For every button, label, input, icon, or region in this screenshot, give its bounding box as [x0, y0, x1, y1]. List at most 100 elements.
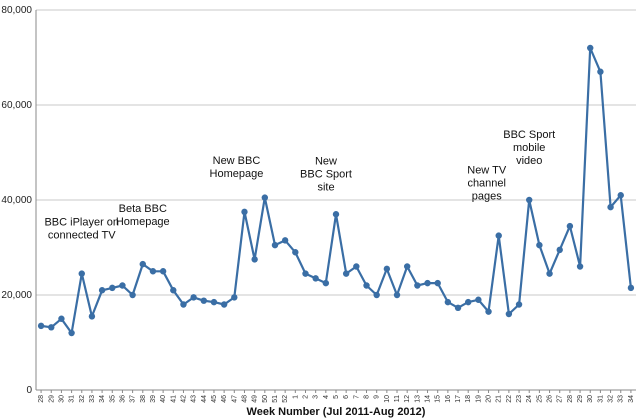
x-tick-label: 8	[364, 395, 371, 399]
data-point	[373, 291, 380, 299]
x-tick-label: 4	[323, 395, 330, 399]
x-tick-label: 20	[486, 395, 493, 403]
x-tick-label: 33	[618, 395, 625, 403]
x-tick-label: 3	[313, 395, 320, 399]
annotation-text: BBC Sport	[503, 129, 555, 141]
annotation-text: New BBC	[213, 155, 261, 167]
data-point	[363, 282, 370, 289]
x-tick-label: 19	[475, 395, 482, 403]
data-points	[37, 44, 635, 337]
x-tick-label: 5	[333, 395, 340, 399]
data-point	[241, 208, 248, 216]
x-tick-labels: 28 29 30 31 32 33 34 35 36 37 38 39 40 41 42 43 44 45 46 47…	[38, 390, 635, 403]
annotation-text: video	[516, 155, 542, 167]
data-point	[210, 298, 218, 306]
data-point	[78, 270, 85, 277]
x-tick-label: 22	[506, 395, 513, 403]
x-tick-label: 9	[374, 395, 381, 399]
x-tick-label: 38	[140, 395, 147, 403]
x-tick-label: 49	[252, 395, 259, 403]
annotation-text: New TV	[467, 165, 507, 177]
data-point	[220, 301, 228, 308]
data-point	[465, 298, 472, 306]
annotation-text: Homepage	[116, 216, 170, 228]
data-point	[88, 313, 96, 320]
annotation-text: BBC iPlayer on	[44, 217, 119, 229]
data-point	[37, 322, 45, 330]
data-point	[403, 263, 411, 270]
x-tick-label: 42	[180, 395, 187, 403]
data-point	[607, 203, 614, 211]
x-tick-label: 32	[608, 395, 615, 403]
x-tick-label: 1	[292, 395, 299, 399]
data-point	[170, 287, 177, 294]
x-tick-label: 33	[89, 395, 96, 403]
data-point	[566, 222, 574, 230]
x-tick-label: 50	[262, 395, 269, 403]
data-point	[109, 284, 116, 292]
x-tick-label: 11	[394, 395, 401, 402]
x-tick-label: 28	[38, 395, 45, 403]
data-point	[281, 237, 289, 244]
data-point	[454, 304, 462, 312]
data-point	[159, 268, 167, 275]
x-tick-label: 41	[170, 395, 177, 403]
data-point	[536, 241, 543, 249]
x-tick-label: 30	[58, 395, 65, 403]
data-point	[556, 246, 563, 254]
x-tick-label: 12	[404, 395, 411, 403]
data-point	[292, 249, 299, 256]
annotation-text: BBC Sport	[300, 168, 352, 180]
y-tick-label: 20,000	[1, 290, 32, 301]
x-tick-label: 31	[69, 395, 76, 403]
x-tick-label: 35	[109, 395, 116, 403]
x-tick-label: 34	[628, 395, 635, 403]
x-tick-label: 51	[272, 395, 279, 403]
grid-lines	[36, 9, 636, 296]
y-tick-label: 0	[26, 385, 32, 396]
data-point	[526, 196, 533, 204]
data-point	[617, 192, 624, 199]
data-point	[302, 270, 309, 277]
x-tick-label: 52	[282, 395, 289, 403]
x-tick-label: 39	[150, 395, 157, 403]
x-tick-label: 24	[526, 395, 533, 403]
x-tick-label: 13	[414, 395, 421, 403]
data-point	[424, 279, 431, 287]
data-point	[353, 263, 360, 270]
x-tick-label: 14	[425, 395, 432, 403]
x-tick-label: 7	[353, 395, 360, 399]
data-point	[58, 315, 65, 322]
data-point	[332, 211, 340, 218]
x-tick-label: 16	[445, 395, 452, 403]
data-point	[475, 296, 482, 303]
annotation-text: mobile	[513, 142, 545, 154]
data-point	[627, 284, 635, 292]
data-point	[129, 291, 136, 299]
annotation-text: connected TV	[48, 230, 116, 242]
x-tick-label: 34	[99, 395, 106, 403]
data-point	[444, 298, 452, 306]
x-tick-label: 15	[435, 395, 442, 403]
data-point	[312, 275, 319, 282]
data-point	[322, 279, 330, 287]
x-tick-label: 48	[241, 395, 248, 403]
data-point	[576, 263, 584, 270]
data-point	[505, 310, 513, 318]
data-point	[271, 241, 279, 249]
x-tick-label: 18	[465, 395, 472, 403]
data-point	[261, 194, 269, 201]
x-tick-label: 30	[587, 395, 594, 403]
x-tick-label: 37	[130, 395, 137, 403]
x-tick-label: 45	[211, 395, 218, 403]
series-line	[40, 46, 632, 335]
data-point	[251, 256, 258, 263]
data-point	[98, 287, 106, 294]
data-point	[393, 291, 401, 299]
data-point	[231, 294, 238, 301]
y-tick-label: 60,000	[1, 100, 32, 111]
data-point	[414, 282, 421, 289]
data-point	[383, 265, 391, 273]
